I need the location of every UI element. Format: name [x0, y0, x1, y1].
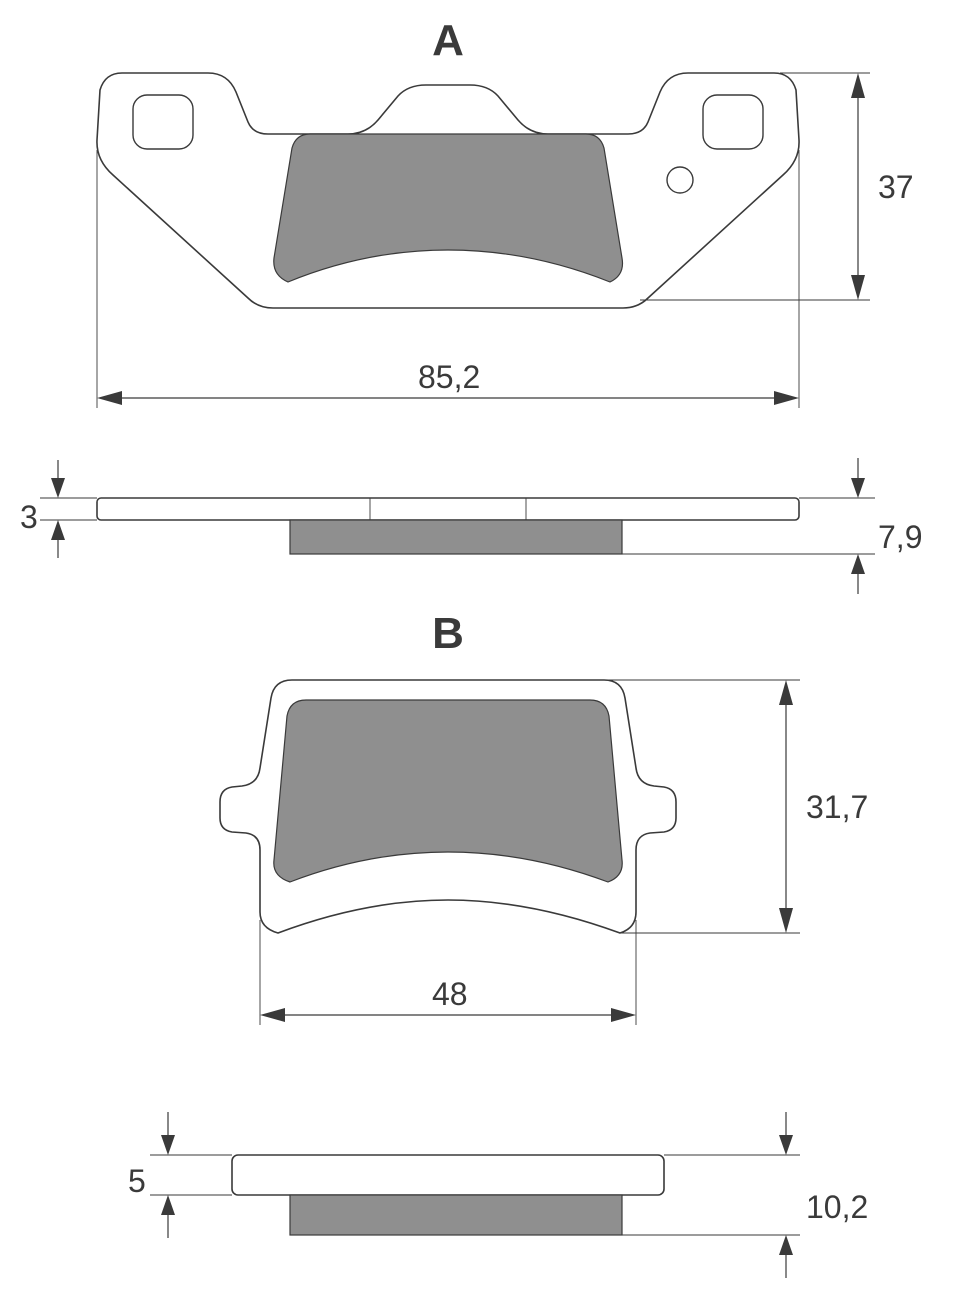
dim-b-width: 48 [260, 920, 636, 1025]
part-a-side-view [97, 498, 799, 554]
label-b: B [432, 609, 464, 658]
label-a: A [432, 16, 464, 65]
part-a-pin-hole [667, 167, 693, 193]
part-b-side-view [232, 1155, 664, 1235]
part-a-hole-right [703, 95, 763, 149]
part-b-front-view [220, 680, 676, 933]
dim-a-plate-text: 3 [20, 499, 38, 535]
dim-a-height-text: 37 [878, 169, 914, 205]
part-b-side-pad [290, 1195, 622, 1235]
dim-b-height-text: 31,7 [806, 789, 868, 825]
part-a-front-view [97, 73, 799, 308]
dim-b-plate-thickness: 5 [128, 1112, 232, 1238]
part-a-side-pad [290, 520, 622, 554]
dim-a-total-text: 7,9 [878, 519, 922, 555]
dim-b-width-text: 48 [432, 976, 468, 1012]
part-b-side-plate [232, 1155, 664, 1195]
dim-a-width-text: 85,2 [418, 359, 480, 395]
dim-a-total-thickness: 7,9 [622, 458, 922, 594]
dim-b-total-text: 10,2 [806, 1189, 868, 1225]
technical-drawing: A 85,2 37 3 [0, 0, 960, 1316]
dim-a-plate-thickness: 3 [20, 460, 97, 558]
dim-b-plate-text: 5 [128, 1163, 146, 1199]
part-a-side-plate [97, 498, 799, 520]
part-a-hole-left [133, 95, 193, 149]
